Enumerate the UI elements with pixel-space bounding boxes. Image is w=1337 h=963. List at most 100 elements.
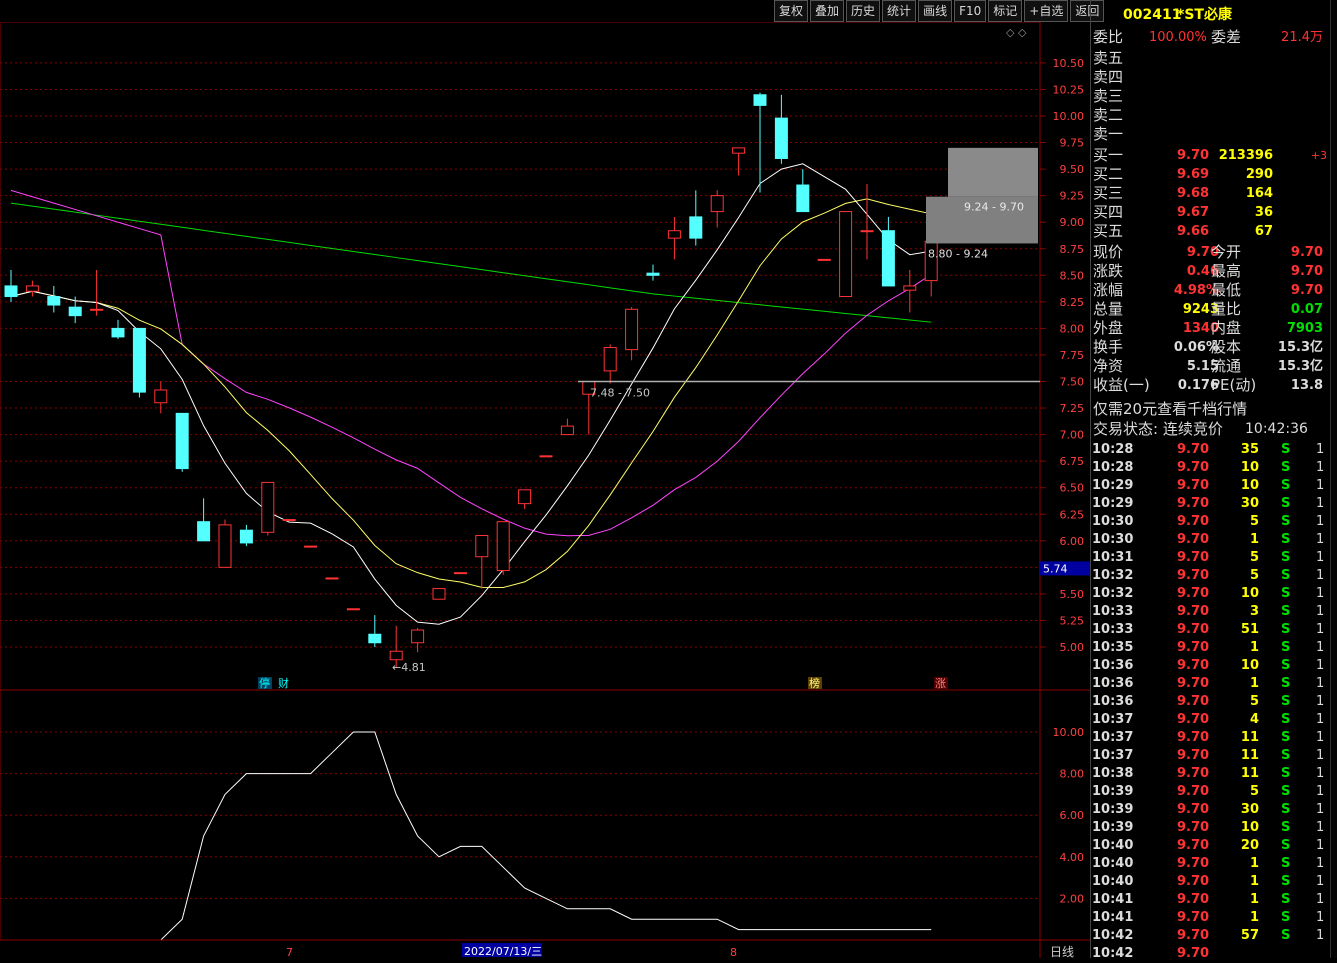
- bid-price: 9.68: [1177, 186, 1210, 201]
- tick-time: 10:33: [1092, 622, 1134, 637]
- price-axis-label: 7.25: [1060, 402, 1085, 415]
- quote-label-2: PE(动): [1211, 376, 1257, 394]
- tick-time: 10:32: [1092, 586, 1134, 601]
- tick-count: 1: [1316, 622, 1325, 637]
- bid-volume: 67: [1254, 224, 1273, 239]
- tick-volume: 1: [1249, 874, 1259, 889]
- quote-panel: 002411 *ST必康 委比 100.00% 委差 21.4万 卖五 卖四 卖三卖…: [1090, 0, 1331, 961]
- tick-time: 10:39: [1092, 802, 1134, 817]
- candle-body: [732, 147, 746, 154]
- candle-body: [389, 650, 403, 661]
- toolbar-button-8[interactable]: 返回: [1070, 0, 1105, 22]
- indicator-axis-label: 4.00: [1060, 851, 1085, 864]
- toolbar-button-1[interactable]: 叠加: [810, 0, 845, 22]
- tick-volume: 35: [1240, 442, 1259, 457]
- price-axis-label: 5.00: [1060, 641, 1085, 654]
- candle-body: [710, 195, 724, 213]
- promo-row[interactable]: 仅需20元查看千档行情: [1091, 400, 1331, 419]
- bid-label: 买三: [1093, 184, 1124, 202]
- tick-count: 1: [1316, 766, 1325, 781]
- stock-name: *ST必康: [1177, 7, 1232, 23]
- date-cursor-label: 2022/07/13/三: [464, 945, 542, 958]
- tick-row: 10:39 9.70 10 S 1: [1091, 819, 1331, 837]
- tick-price: 9.70: [1177, 658, 1210, 673]
- quote-value-2: 9.70: [1290, 264, 1323, 279]
- tick-volume: 57: [1240, 928, 1259, 943]
- bid-label: 买二: [1093, 165, 1124, 183]
- tick-side: S: [1281, 514, 1291, 529]
- weicha-value: 21.4万: [1281, 30, 1323, 45]
- price-axis-label: 9.50: [1060, 163, 1085, 176]
- price-axis-label: 9.00: [1060, 216, 1085, 229]
- toolbar-button-4[interactable]: 画线: [918, 0, 953, 22]
- tick-time: 10:37: [1092, 748, 1134, 763]
- tick-volume: 30: [1240, 802, 1259, 817]
- price-axis-label: 10.25: [1053, 83, 1085, 96]
- toolbar-button-6[interactable]: 标记: [988, 0, 1023, 22]
- current-price-tag-bg: [1040, 561, 1090, 576]
- tick-count: 1: [1316, 928, 1325, 943]
- bid-price: 9.66: [1177, 224, 1210, 239]
- price-axis-label: 6.50: [1060, 482, 1085, 495]
- tick-count: 1: [1316, 658, 1325, 673]
- date-tick-july: 7: [286, 946, 293, 958]
- toolbar-button-2[interactable]: 历史: [846, 0, 881, 22]
- tick-row: 10:30 9.70 5 S 1: [1091, 513, 1331, 531]
- tick-side: S: [1281, 766, 1291, 781]
- price-axis-label: 8.50: [1060, 269, 1085, 282]
- candle-body: [175, 412, 189, 470]
- tick-side: S: [1281, 442, 1291, 457]
- tick-row: 10:33 9.70 51 S 1: [1091, 621, 1331, 639]
- chart-svg[interactable]: 10.50 10.25 10.00 9.75 9.50 9.25 9.00 8.75 8.50 8…: [0, 21, 1090, 959]
- quote-label-2: 内盘: [1211, 319, 1242, 337]
- candle-body: [860, 230, 874, 233]
- bid-label: 买五: [1093, 222, 1124, 240]
- tick-side: S: [1281, 928, 1291, 943]
- tick-time: 10:39: [1092, 820, 1134, 835]
- tick-row: 10:35 9.70 1 S 1: [1091, 639, 1331, 657]
- tick-time: 10:28: [1092, 460, 1134, 475]
- tick-count: 1: [1316, 820, 1325, 835]
- indicator-axis-label: 2.00: [1060, 892, 1085, 905]
- quote-label: 换手: [1093, 338, 1124, 356]
- quote-label: 净资: [1093, 357, 1124, 375]
- tick-side: S: [1281, 802, 1291, 817]
- tick-price: 9.70: [1177, 748, 1210, 763]
- side-scroll-strip[interactable]: [1330, 0, 1337, 958]
- quote-value: 0.46: [1186, 264, 1219, 279]
- tick-row: 10:41 9.70 1 S 1: [1091, 909, 1331, 927]
- candle-body: [282, 519, 296, 522]
- toolbar-button-3[interactable]: 统计: [882, 0, 917, 22]
- tick-row: 10:33 9.70 3 S 1: [1091, 603, 1331, 621]
- tick-row: 10:29 9.70 10 S 1: [1091, 477, 1331, 495]
- candle-body: [539, 455, 553, 458]
- kline-chart[interactable]: 10.50 10.25 10.00 9.75 9.50 9.25 9.00 8.75 8.50 8…: [0, 21, 1090, 959]
- ask-row: 卖一: [1091, 125, 1331, 144]
- tick-side: S: [1281, 838, 1291, 853]
- bid-price: 9.69: [1177, 167, 1210, 182]
- toolbar-button-5[interactable]: F10: [954, 0, 987, 22]
- bid-row: 买四 9.67 36: [1091, 203, 1331, 222]
- ask-label: 卖五: [1093, 49, 1124, 67]
- price-axis-label: 10.50: [1053, 57, 1085, 70]
- tick-price: 9.70: [1177, 820, 1210, 835]
- toolbar-button-7[interactable]: +自选: [1024, 0, 1069, 22]
- indicator-axis-label: 6.00: [1060, 809, 1085, 822]
- tick-volume: 5: [1249, 514, 1259, 529]
- tick-count: 1: [1316, 514, 1325, 529]
- tick-count: 1: [1316, 478, 1325, 493]
- tick-row: 10:28 9.70 10 S 1: [1091, 459, 1331, 477]
- tick-price: 9.70: [1177, 730, 1210, 745]
- toolbar-button-0[interactable]: 复权: [774, 0, 809, 22]
- tick-time: 10:30: [1092, 532, 1134, 547]
- promo-text[interactable]: 仅需20元查看千档行情: [1093, 400, 1248, 418]
- quote-label-2: 流通: [1211, 357, 1242, 375]
- range-annotation-1: 7.48 - 7.50: [590, 387, 650, 400]
- tick-count: 1: [1316, 712, 1325, 727]
- price-axis-label: 6.75: [1060, 455, 1085, 468]
- tick-count: 1: [1316, 874, 1325, 889]
- quote-row: 收益(一) 0.176 PE(动) 13.8: [1091, 376, 1331, 395]
- tick-price: 9.70: [1177, 766, 1210, 781]
- tick-side: S: [1281, 712, 1291, 727]
- quote-label: 涨幅: [1093, 281, 1124, 299]
